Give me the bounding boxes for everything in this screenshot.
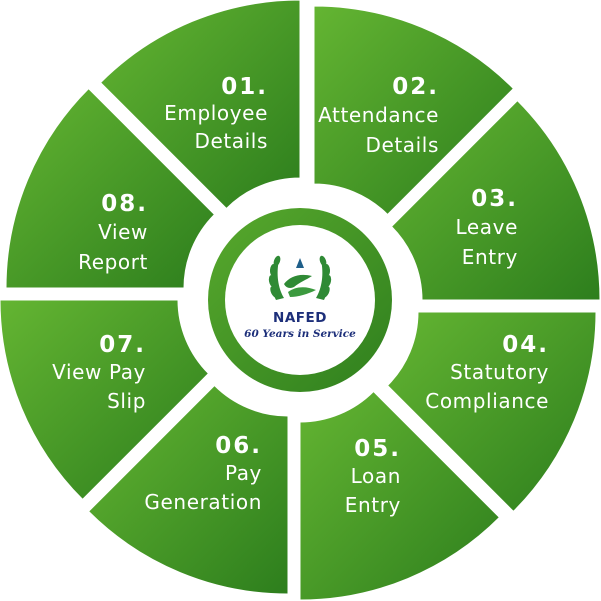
center-hub: NAFED 60 Years in Service	[196, 196, 404, 404]
segment-1	[99, 0, 301, 210]
segment-4	[386, 311, 597, 513]
segment-5-label-line-2: Entry	[345, 493, 401, 517]
segment-8-number: 08.	[101, 191, 148, 217]
segment-7	[0, 299, 210, 501]
nafed-logo: NAFED 60 Years in Service	[244, 255, 356, 340]
segment-6	[87, 384, 289, 595]
segment-7-label-line-1: View Pay	[52, 360, 146, 384]
hub-inner-circle	[225, 225, 375, 375]
segment-4-number: 04.	[502, 332, 549, 358]
segment-6-number: 06.	[215, 433, 262, 459]
segment-3-label-line-1: Leave	[456, 215, 519, 239]
segment-8	[5, 87, 216, 289]
logo-title: NAFED	[273, 310, 327, 326]
wheat-wreath-icon	[268, 255, 332, 300]
segment-3-number: 03.	[471, 186, 518, 212]
segment-8-label-line-2: Report	[78, 250, 148, 274]
segment-6-label-line-2: Generation	[144, 490, 262, 514]
segment-6-label-line-1: Pay	[225, 461, 262, 485]
segment-8-label-line-1: View	[98, 220, 148, 244]
labels-layer: 01.Employee Details 02. Attendance Details 03…	[52, 74, 549, 517]
segment-1-label-line-2: Details	[194, 129, 268, 153]
logo-tagline: 60 Years in Service	[244, 328, 356, 340]
segment-7-number: 07.	[99, 332, 146, 358]
segment-4-label-line-1: Statutory	[450, 360, 549, 384]
segment-2-label-line-2: Details	[365, 133, 439, 157]
hands-icon	[284, 258, 316, 297]
segment-3	[390, 99, 601, 301]
segment-2-number: 02.	[392, 74, 439, 100]
segment-3-label-line-2: Entry	[462, 245, 518, 269]
segment-5-number: 05.	[354, 436, 401, 462]
segment-2-label-line-1: Attendance	[318, 103, 439, 127]
segment-5-label-line-1: Loan	[351, 464, 401, 488]
segment-1-number: 01.	[221, 74, 268, 100]
segment-2	[313, 5, 515, 216]
segment-1-label-line-1: Employee	[164, 101, 268, 125]
segment-4-label-line-2: Compliance	[425, 389, 549, 413]
segment-5	[299, 390, 501, 601]
segment-7-label-line-2: Slip	[107, 389, 146, 413]
